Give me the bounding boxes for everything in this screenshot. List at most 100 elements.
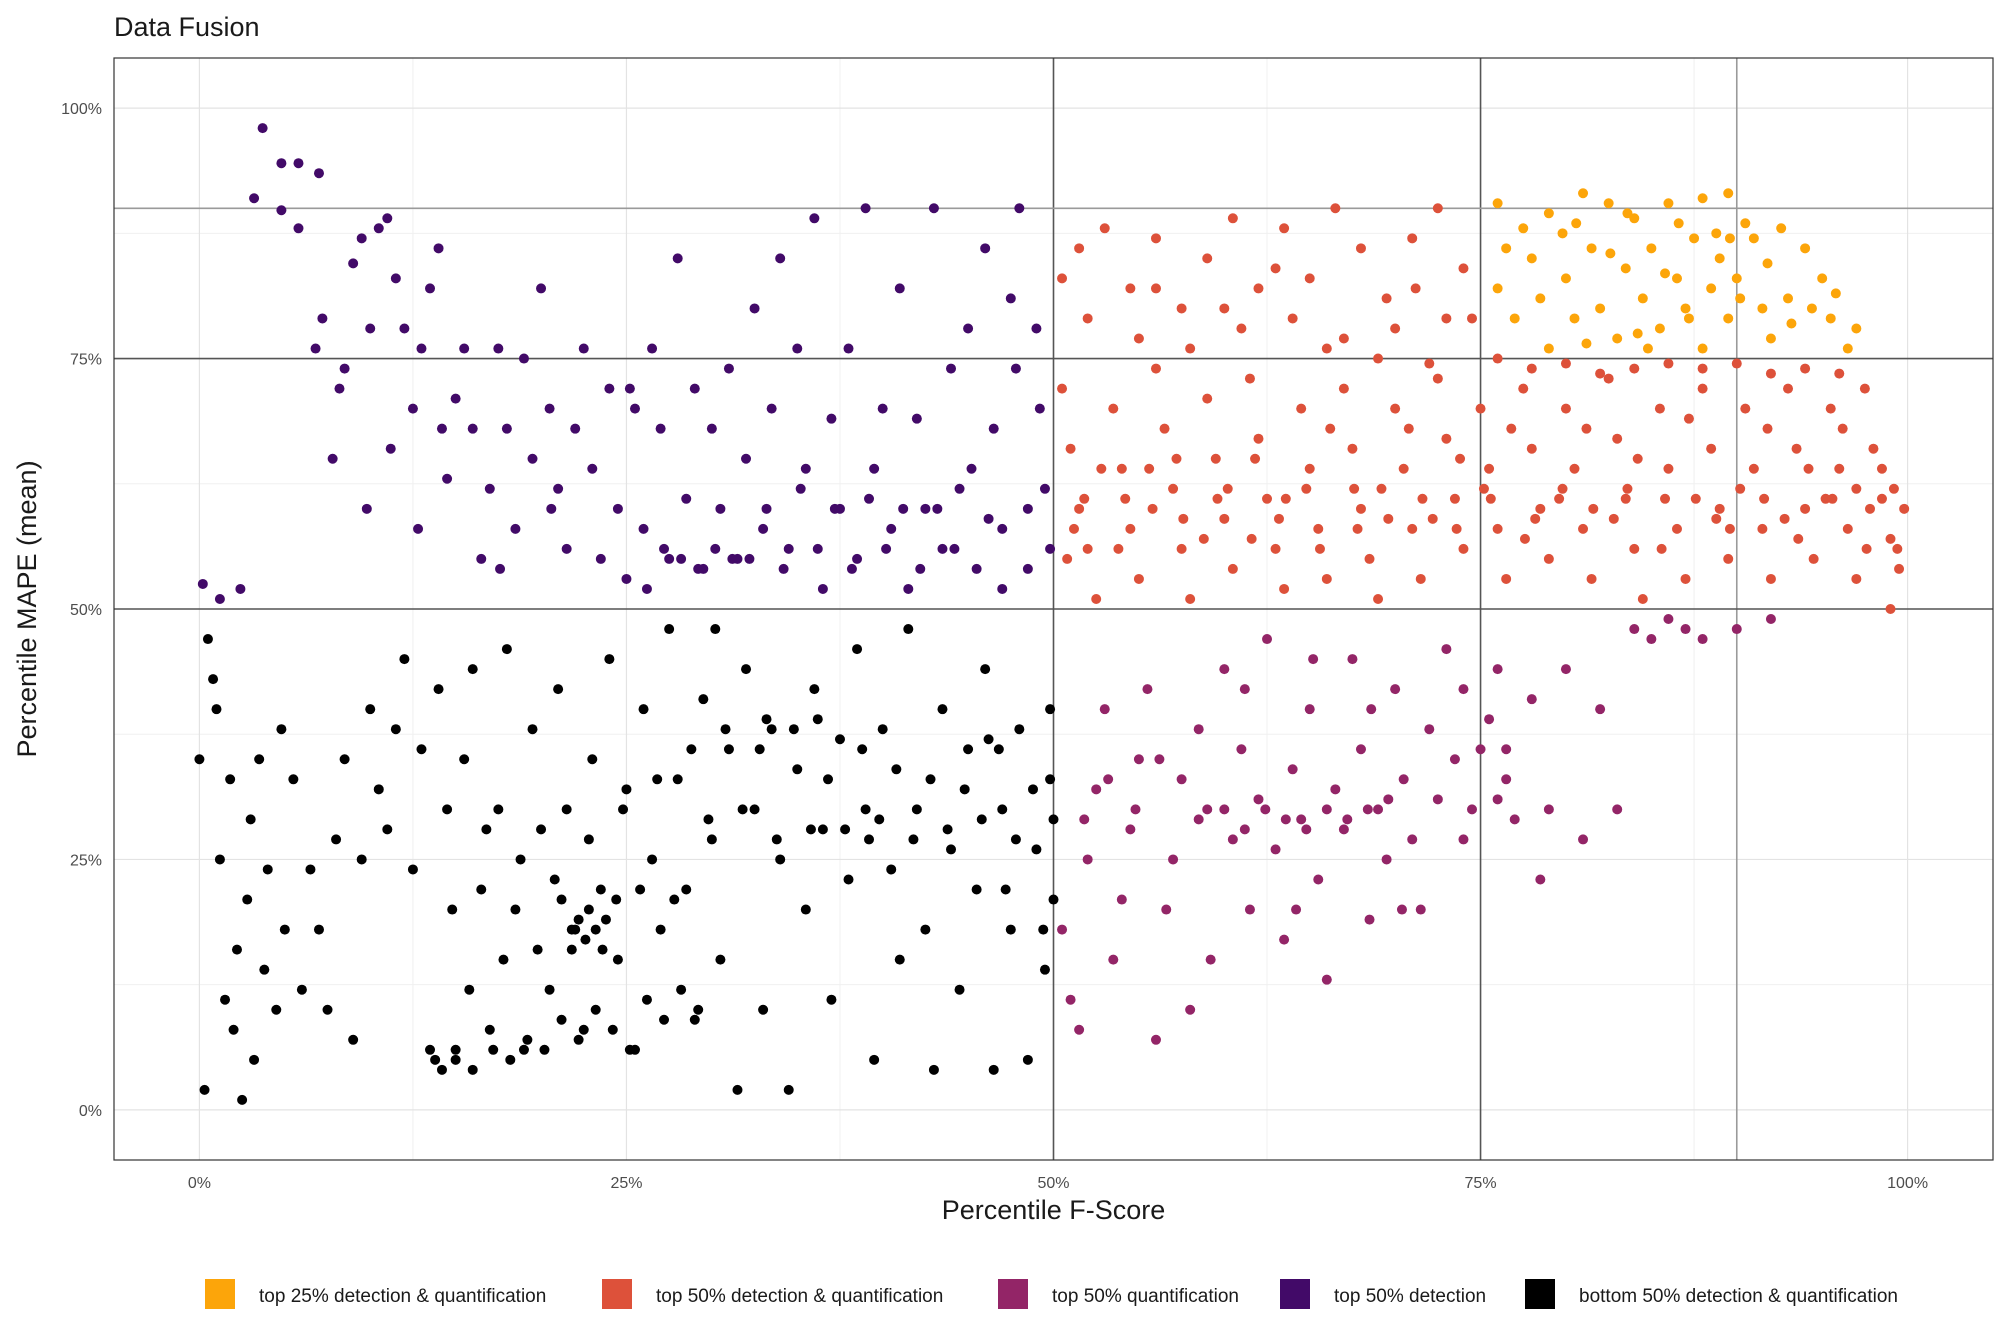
- data-point: [908, 834, 919, 845]
- data-point: [1842, 523, 1853, 534]
- data-point: [484, 1024, 495, 1035]
- data-point: [590, 1004, 601, 1015]
- data-point: [1765, 333, 1776, 344]
- data-point: [597, 944, 608, 955]
- data-point: [1062, 553, 1073, 564]
- data-point: [664, 624, 675, 635]
- data-point: [1825, 403, 1836, 414]
- data-point: [1851, 323, 1862, 334]
- data-point: [942, 824, 953, 835]
- data-point: [578, 1024, 589, 1035]
- data-point: [1543, 804, 1554, 815]
- data-point: [1518, 223, 1529, 234]
- data-point: [1451, 523, 1462, 534]
- data-point: [580, 934, 591, 945]
- data-point: [1748, 463, 1759, 474]
- data-point: [1202, 253, 1213, 264]
- data-point: [1458, 263, 1469, 274]
- data-point: [1321, 974, 1332, 985]
- data-point: [536, 824, 547, 835]
- data-point: [1663, 198, 1674, 209]
- data-point: [980, 243, 991, 254]
- data-point: [669, 894, 680, 905]
- data-point: [809, 684, 820, 695]
- x-axis-title: Percentile F-Score: [942, 1195, 1166, 1225]
- data-point: [864, 834, 875, 845]
- data-point: [1185, 343, 1196, 354]
- data-point: [1424, 358, 1435, 369]
- data-point: [997, 804, 1008, 815]
- data-point: [886, 864, 897, 875]
- data-point: [276, 724, 287, 735]
- data-point: [983, 513, 994, 524]
- data-point: [1347, 654, 1358, 665]
- data-point: [1287, 764, 1298, 775]
- data-point: [1381, 854, 1392, 865]
- data-point: [1168, 483, 1179, 494]
- data-point: [1492, 523, 1503, 534]
- data-point: [1800, 503, 1811, 514]
- data-point: [348, 1034, 359, 1045]
- data-point: [390, 273, 401, 284]
- legend-label: top 50% quantification: [1052, 1286, 1239, 1307]
- data-point: [1632, 328, 1643, 339]
- data-point: [442, 804, 453, 815]
- series-1: [1057, 203, 1910, 614]
- data-point: [843, 874, 854, 885]
- data-point: [826, 994, 837, 1005]
- data-point: [518, 1044, 529, 1055]
- data-point: [1082, 313, 1093, 324]
- data-point: [1398, 774, 1409, 785]
- data-point: [385, 443, 396, 454]
- data-point: [1280, 493, 1291, 504]
- data-point: [510, 904, 521, 915]
- data-point: [1045, 704, 1056, 715]
- data-point: [1296, 403, 1307, 414]
- data-point: [800, 904, 811, 915]
- data-point: [1308, 654, 1319, 665]
- data-point: [1270, 543, 1281, 554]
- data-point: [1740, 218, 1751, 229]
- data-point: [553, 684, 564, 695]
- data-point: [1212, 493, 1223, 504]
- data-point: [1571, 218, 1582, 229]
- data-point: [1244, 373, 1255, 384]
- data-point: [891, 764, 902, 775]
- data-point: [877, 403, 888, 414]
- data-point: [464, 984, 475, 995]
- data-point: [1125, 283, 1136, 294]
- data-point: [983, 734, 994, 745]
- data-point: [1415, 573, 1426, 584]
- data-point: [1543, 343, 1554, 354]
- data-point: [621, 784, 632, 795]
- data-point: [1364, 914, 1375, 925]
- data-point: [1065, 443, 1076, 454]
- data-point: [693, 563, 704, 574]
- data-point: [425, 1044, 436, 1055]
- data-point: [279, 924, 290, 935]
- data-point: [1660, 268, 1671, 279]
- data-point: [723, 744, 734, 755]
- data-point: [1373, 593, 1384, 604]
- data-point: [864, 493, 875, 504]
- data-point: [997, 583, 1008, 594]
- data-point: [698, 694, 709, 705]
- data-point: [618, 804, 629, 815]
- data-point: [1449, 754, 1460, 765]
- data-point: [1535, 874, 1546, 885]
- data-point: [1793, 533, 1804, 544]
- data-point: [1740, 403, 1751, 414]
- data-point: [433, 684, 444, 695]
- data-point: [1185, 1004, 1196, 1015]
- data-point: [1612, 433, 1623, 444]
- data-point: [553, 483, 564, 494]
- data-point: [1253, 283, 1264, 294]
- data-point: [249, 193, 260, 204]
- data-point: [954, 984, 965, 995]
- data-point: [727, 553, 738, 564]
- data-point: [356, 233, 367, 244]
- data-point: [749, 303, 760, 314]
- data-point: [1057, 924, 1068, 935]
- data-point: [612, 503, 623, 514]
- data-point: [963, 744, 974, 755]
